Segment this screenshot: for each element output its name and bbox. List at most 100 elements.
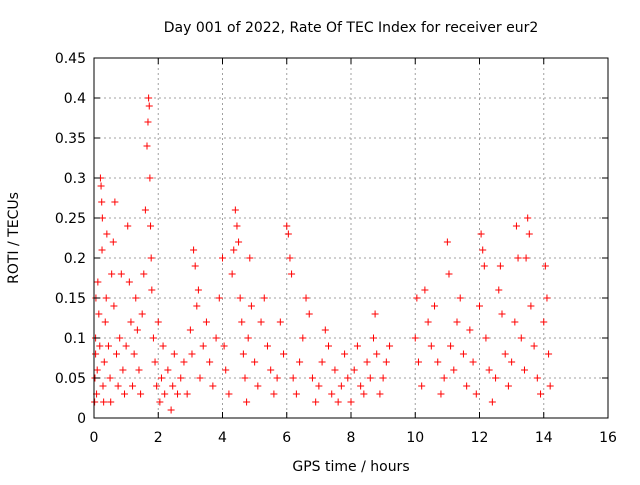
data-point [228, 270, 236, 278]
data-point [382, 358, 390, 366]
data-point [545, 350, 553, 358]
data-point [177, 374, 185, 382]
data-point [212, 334, 220, 342]
data-point [209, 382, 217, 390]
data-point [247, 302, 255, 310]
data-point [104, 342, 112, 350]
data-point [100, 358, 108, 366]
data-point [477, 230, 485, 238]
x-tick-label: 4 [218, 430, 227, 446]
data-point [241, 374, 249, 382]
y-tick-label: 0 [77, 411, 86, 427]
data-point [238, 318, 246, 326]
data-point [194, 286, 202, 294]
data-point [159, 342, 167, 350]
data-point [145, 102, 153, 110]
data-point [508, 358, 516, 366]
data-point [511, 318, 519, 326]
data-point [273, 374, 281, 382]
data-point [472, 390, 480, 398]
data-point [127, 318, 135, 326]
data-point [312, 398, 320, 406]
data-point [119, 366, 127, 374]
y-tick-label: 0.05 [55, 371, 86, 387]
data-point [328, 390, 336, 398]
data-point [153, 382, 161, 390]
data-point [284, 230, 292, 238]
data-point [124, 222, 132, 230]
data-point [246, 254, 254, 262]
data-point [190, 246, 198, 254]
data-point [296, 358, 304, 366]
data-point [411, 334, 419, 342]
data-point [459, 350, 467, 358]
y-tick-label: 0.4 [64, 91, 86, 107]
data-point [445, 270, 453, 278]
data-point [466, 326, 474, 334]
data-point [485, 366, 493, 374]
data-point [137, 390, 145, 398]
data-point [482, 334, 490, 342]
chart-title: Day 001 of 2022, Rate Of TEC Index for r… [164, 20, 539, 36]
data-point [116, 334, 124, 342]
data-point [527, 302, 535, 310]
data-point [517, 334, 525, 342]
y-tick-label: 0.45 [55, 51, 86, 67]
data-point [154, 318, 162, 326]
data-point [546, 382, 554, 390]
data-point [337, 382, 345, 390]
data-point [156, 398, 164, 406]
data-point [263, 342, 271, 350]
data-point [135, 366, 143, 374]
data-point [360, 390, 368, 398]
data-point [280, 350, 288, 358]
data-point [524, 214, 532, 222]
data-point [424, 318, 432, 326]
data-point [431, 302, 439, 310]
data-point [145, 94, 153, 102]
y-tick-label: 0.3 [64, 171, 86, 187]
ticks-layer [93, 57, 609, 419]
data-point [169, 382, 177, 390]
data-point [299, 334, 307, 342]
data-point [133, 326, 141, 334]
data-point [286, 254, 294, 262]
data-point [331, 366, 339, 374]
data-point [91, 398, 99, 406]
data-point [260, 294, 268, 302]
data-point [130, 350, 138, 358]
data-point [347, 398, 355, 406]
data-point [102, 294, 110, 302]
data-point [251, 358, 259, 366]
data-point [334, 398, 342, 406]
x-tick-label: 6 [282, 430, 291, 446]
x-tick-label: 8 [347, 430, 356, 446]
y-tick-label: 0.25 [55, 211, 86, 227]
data-point [100, 398, 108, 406]
data-point [413, 294, 421, 302]
data-point [414, 358, 422, 366]
data-point [220, 342, 228, 350]
data-point [180, 358, 188, 366]
data-point [308, 374, 316, 382]
data-point [525, 230, 533, 238]
data-point [514, 254, 522, 262]
data-point [108, 270, 116, 278]
data-point [96, 342, 104, 350]
data-point [186, 326, 194, 334]
data-point [443, 238, 451, 246]
data-point [147, 222, 155, 230]
data-point [254, 382, 262, 390]
y-tick-label: 0.1 [64, 331, 86, 347]
data-point [183, 390, 191, 398]
data-point [167, 406, 175, 414]
data-point [239, 350, 247, 358]
data-point [418, 382, 426, 390]
data-point [540, 318, 548, 326]
data-point [143, 142, 151, 150]
data-point [270, 390, 278, 398]
data-point [353, 342, 361, 350]
data-point [427, 342, 435, 350]
x-tick-label: 10 [406, 430, 424, 446]
y-tick-label: 0.35 [55, 131, 86, 147]
